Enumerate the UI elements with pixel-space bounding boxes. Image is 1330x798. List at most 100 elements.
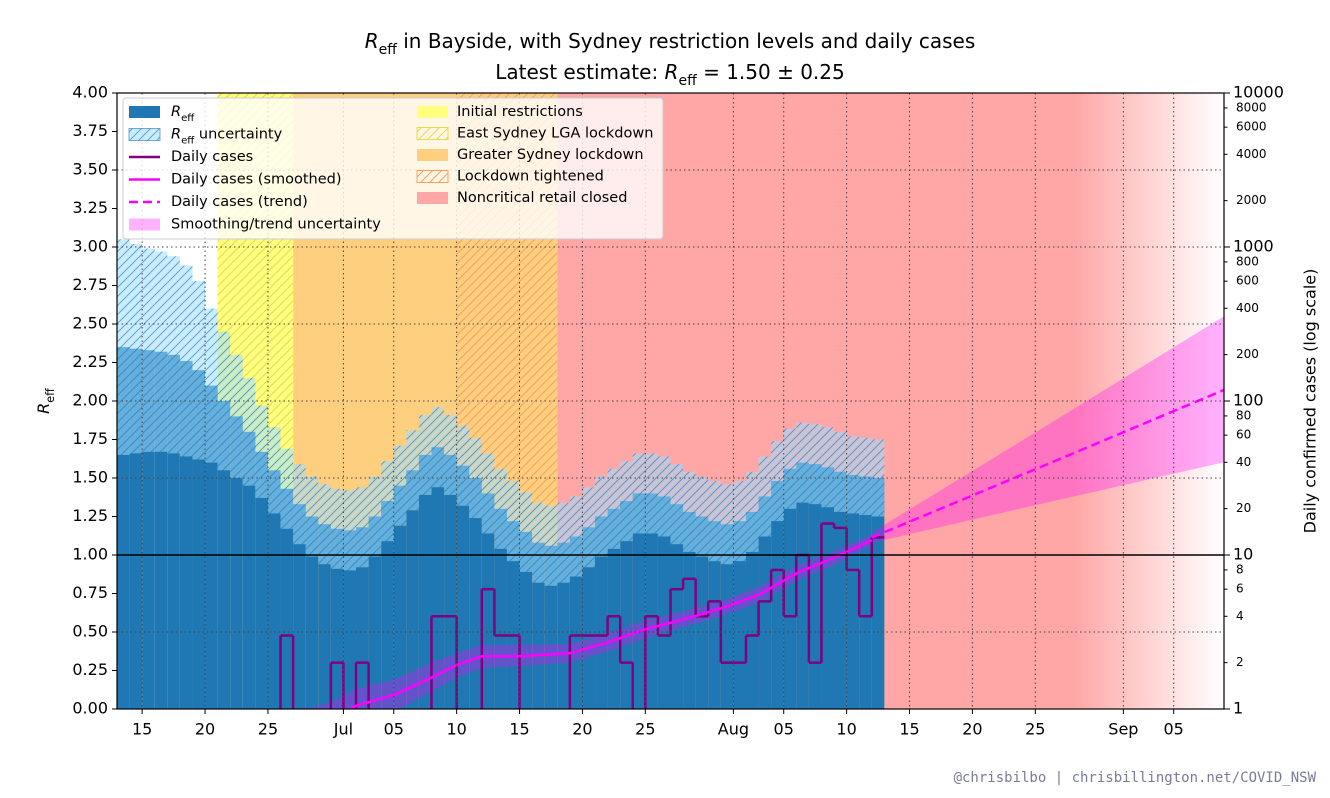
legend-label: Reff uncertainty <box>171 127 283 147</box>
legend-label: Daily cases (smoothed) <box>171 172 342 188</box>
reff-uncertainty-step <box>519 491 533 572</box>
y-tick-label: 0.75 <box>72 583 108 602</box>
y-axis-label: Reff <box>34 388 57 414</box>
x-tick-label: 15 <box>509 720 529 739</box>
reff-uncertainty-step <box>557 502 570 583</box>
reff-uncertainty-step <box>745 471 759 552</box>
x-tick-label: 25 <box>258 720 278 739</box>
reff-step <box>318 524 331 709</box>
legend-box <box>122 97 664 240</box>
reff-uncertainty-step <box>431 407 445 488</box>
y2-tick-label: 80 <box>1236 408 1251 422</box>
x-tick-label: 20 <box>572 720 592 739</box>
legend-label: Daily cases <box>171 149 253 165</box>
reff-uncertainty-step <box>569 496 583 577</box>
legend-label: Daily cases (trend) <box>171 194 308 210</box>
reff-step <box>758 496 772 709</box>
reff-uncertainty-step <box>255 405 268 499</box>
reff-step <box>683 511 696 709</box>
reff-uncertainty-step <box>280 448 294 529</box>
reff-step <box>544 545 558 709</box>
y-tick-label: 3.25 <box>72 198 108 217</box>
x-tick-label: 05 <box>774 720 794 739</box>
reff-uncertainty-step <box>657 456 671 537</box>
reff-step <box>431 447 445 709</box>
y-tick-label: 2.50 <box>72 314 108 333</box>
x-tick-label: 05 <box>1164 720 1184 739</box>
y2-tick-label: 2000 <box>1236 193 1267 207</box>
reff-uncertainty-step <box>683 471 696 552</box>
y-tick-label: 0.50 <box>72 622 108 641</box>
reff-step <box>406 470 419 709</box>
reff-uncertainty-step <box>368 476 382 557</box>
reff-uncertainty-step <box>595 476 608 557</box>
y2-axis-label: Daily confirmed cases (log scale) <box>1301 269 1320 534</box>
reff-step <box>330 528 344 709</box>
x-tick-label: 25 <box>635 720 655 739</box>
reff-uncertainty-step <box>859 437 872 515</box>
reff-uncertainty-step <box>205 308 218 463</box>
reff-uncertainty-step <box>720 484 734 565</box>
legend-swatch <box>128 128 161 141</box>
legend-swatch <box>129 218 160 231</box>
reff-step <box>393 485 407 709</box>
reff-uncertainty-step <box>481 453 495 534</box>
y-tick-label: 3.50 <box>72 160 108 179</box>
y2-tick-label: 8000 <box>1236 100 1267 114</box>
reff-uncertainty-step <box>670 464 684 545</box>
y2-tick-label: 100 <box>1233 391 1264 410</box>
reff-uncertainty-step <box>318 484 331 565</box>
y-tick-label: 1.00 <box>72 545 108 564</box>
reff-step <box>532 542 545 709</box>
reff-step <box>506 521 520 709</box>
reff-uncertainty-step <box>356 487 369 568</box>
y2-tick-label: 2 <box>1236 655 1244 669</box>
reff-step <box>620 501 633 709</box>
x-tick-label: 10 <box>446 720 466 739</box>
x-tick-label: 10 <box>836 720 856 739</box>
legend-label: Reff <box>171 104 195 124</box>
reff-uncertainty-step <box>645 453 658 534</box>
smoothed-line <box>347 538 873 709</box>
y2-tick-label: 400 <box>1236 301 1259 315</box>
reff-uncertainty-step <box>393 445 407 526</box>
reff-uncertainty-step <box>330 488 344 569</box>
legend-label: Noncritical retail closed <box>457 190 627 206</box>
reff-step <box>469 478 482 709</box>
reff-step <box>859 476 872 709</box>
reff-uncertainty-step <box>192 280 206 460</box>
reff-step <box>267 470 281 709</box>
legend-swatch <box>416 170 449 183</box>
uncertainty-band <box>305 534 872 709</box>
reff-uncertainty-step <box>494 468 507 549</box>
reff-step <box>280 488 294 709</box>
reff-step <box>230 416 243 709</box>
y2-tick-label: 4000 <box>1236 147 1267 161</box>
y-tick-label: 2.25 <box>72 352 108 371</box>
y-tick-label: 1.75 <box>72 429 108 448</box>
reff-uncertainty-step <box>343 490 357 571</box>
reff-step <box>695 516 709 709</box>
reff-uncertainty-step <box>733 481 746 562</box>
reff-uncertainty-step <box>129 243 143 454</box>
legend-label: Initial restrictions <box>457 104 583 120</box>
reff-uncertainty-step <box>771 441 784 522</box>
x-tick-label: 20 <box>195 720 215 739</box>
x-tick-label: Aug <box>718 720 749 739</box>
reff-step <box>657 496 671 709</box>
y2-tick-label: 1 <box>1233 699 1243 718</box>
reff-step <box>808 464 822 709</box>
trend-line <box>871 388 1224 539</box>
legend-label: Greater Sydney lockdown <box>457 147 644 163</box>
x-tick-label: Sep <box>1108 720 1138 739</box>
reff-step <box>557 542 570 709</box>
reff-step <box>708 521 721 709</box>
y-tick-label: 1.25 <box>72 506 108 525</box>
reff-step <box>595 516 608 709</box>
reff-uncertainty-step <box>620 461 633 542</box>
y-tick-label: 0.00 <box>72 699 108 718</box>
y2-tick-label: 1000 <box>1233 237 1274 256</box>
footer: @chrisbilbo | chrisbillington.net/COVID_… <box>954 770 1317 786</box>
legend: Reff Reff uncertainty Daily cases Daily cas… <box>122 97 664 240</box>
